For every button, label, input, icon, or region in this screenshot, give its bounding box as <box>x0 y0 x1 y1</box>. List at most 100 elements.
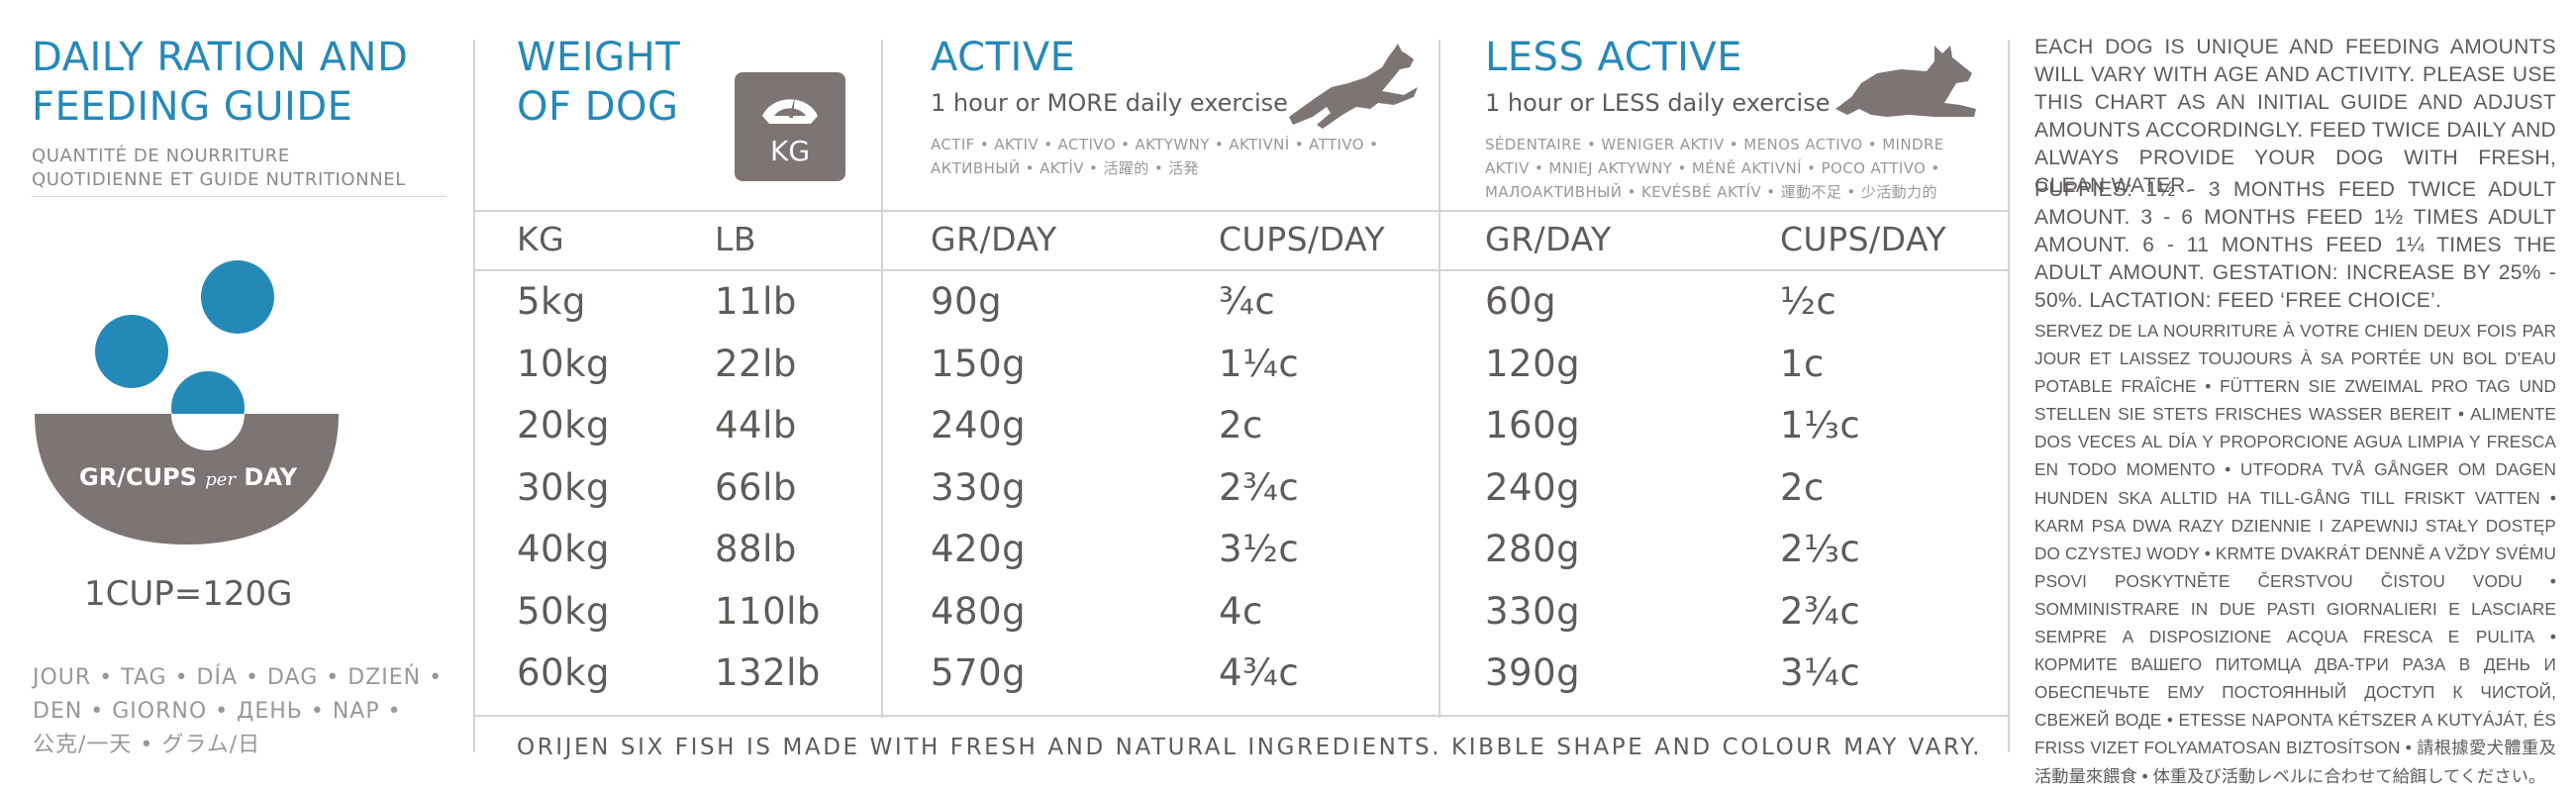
cell-less-cups-day: 2¾c <box>1780 589 1861 633</box>
col-head-less-cups-day: CUPS/DAY <box>1780 220 1947 258</box>
cell-kg: 60kg <box>517 651 610 694</box>
scale-kg-label: KG <box>769 135 811 167</box>
less-active-translations-line-2: AKTIV • MNIEJ AKTYWNY • MÉNĚ AKTIVNÍ • P… <box>1485 159 1940 177</box>
cell-less-cups-day: 2c <box>1780 465 1825 509</box>
cell-kg: 5kg <box>517 280 586 323</box>
active-translations-line-2: АКТИВНЫЙ • AKTÍV • 活躍的 • 活発 <box>931 159 1200 177</box>
cell-less-cups-day: ½c <box>1780 280 1837 323</box>
resting-dog-icon <box>1835 46 1976 117</box>
days-line-3: 公克/一天 • グラム/日 <box>33 733 261 757</box>
cell-lb: 44lb <box>715 404 797 446</box>
divider-left <box>473 40 475 752</box>
cell-active-cups-day: 2c <box>1219 404 1263 446</box>
cell-kg: 10kg <box>517 342 610 385</box>
cup-conversion: 1CUP=120G <box>84 574 293 614</box>
cell-active-gr-day: 420g <box>931 528 1027 570</box>
cell-active-cups-day: 4¾c <box>1219 651 1300 694</box>
cell-active-gr-day: 150g <box>931 342 1027 385</box>
title-line-1: DAILY RATION AND <box>32 35 409 80</box>
cell-active-gr-day: 570g <box>931 651 1027 694</box>
feeding-note-puppies: PUPPIES: 1½ - 3 MONTHS FEED TWICE ADULT … <box>2034 178 2556 312</box>
running-dog-icon <box>1289 44 1418 129</box>
cell-kg: 40kg <box>517 528 610 570</box>
col-head-less-gr-day: GR/DAY <box>1485 220 1612 258</box>
cell-kg: 20kg <box>517 404 610 446</box>
cell-active-cups-day: 4c <box>1219 589 1263 633</box>
cell-less-gr-day: 280g <box>1485 528 1581 570</box>
cell-lb: 66lb <box>715 465 797 509</box>
page-subtitle: QUANTITÉ DE NOURRITURE QUOTIDIENNE ET GU… <box>32 145 446 192</box>
title-underline <box>32 196 446 197</box>
cell-active-gr-day: 90g <box>931 280 1003 323</box>
cell-less-gr-day: 120g <box>1485 342 1581 385</box>
header-rule <box>473 210 2010 212</box>
kibble-circle-3-cutout <box>171 414 245 450</box>
cell-less-gr-day: 330g <box>1485 589 1581 633</box>
cell-less-gr-day: 390g <box>1485 651 1581 694</box>
cell-lb: 88lb <box>715 528 797 570</box>
cell-less-cups-day: 1c <box>1780 342 1825 385</box>
subtitle-line-2: QUOTIDIENNE ET GUIDE NUTRITIONNEL <box>32 169 406 190</box>
active-translations: ACTIF • AKTIV • ACTIVO • AKTYWNY • AKTIV… <box>931 133 1378 180</box>
bowl-icon <box>35 260 339 544</box>
cell-active-gr-day: 480g <box>931 589 1027 633</box>
less-active-title: LESS ACTIVE <box>1485 35 1743 80</box>
feeding-note-main: EACH DOG IS UNIQUE AND FEEDING AMOUNTS W… <box>2034 36 2556 197</box>
kibble-circle-1 <box>201 260 274 334</box>
cell-less-cups-day: 2⅓c <box>1780 528 1861 570</box>
divider-weight-active <box>881 40 883 718</box>
cell-lb: 11lb <box>715 280 797 323</box>
footer-note: ORIJEN SIX FISH IS MADE WITH FRESH AND N… <box>517 735 1982 760</box>
days-translations: JOUR • TAG • DÍA • DAG • DZIEŃ • DEN • G… <box>33 661 443 762</box>
cell-active-cups-day: ¾c <box>1219 280 1276 323</box>
kibble-circle-2 <box>95 315 168 388</box>
col-head-active-cups-day: CUPS/DAY <box>1219 220 1386 258</box>
active-subtitle: 1 hour or MORE daily exercise <box>931 89 1288 117</box>
feeding-note-translations: SERVEZ DE LA NOURRITURE À VOTRE CHIEN DE… <box>2034 321 2556 786</box>
cell-less-gr-day: 60g <box>1485 280 1557 323</box>
cell-lb: 132lb <box>715 651 821 694</box>
divider-right <box>2008 40 2010 752</box>
active-translations-line-1: ACTIF • AKTIV • ACTIVO • AKTYWNY • AKTIV… <box>931 136 1379 153</box>
col-head-lb: LB <box>715 220 757 258</box>
divider-active-less <box>1438 40 1440 718</box>
col-head-active-gr-day: GR/DAY <box>931 220 1057 258</box>
subtitle-line-1: QUANTITÉ DE NOURRITURE <box>32 146 290 166</box>
title-line-2: FEEDING GUIDE <box>32 84 353 130</box>
cell-lb: 110lb <box>715 589 821 633</box>
cell-less-cups-day: 3¼c <box>1780 651 1861 694</box>
column-head-rule <box>473 269 2010 271</box>
scale-icon: KG <box>735 72 845 181</box>
cell-active-cups-day: 1¼c <box>1219 342 1300 385</box>
cell-kg: 50kg <box>517 589 610 633</box>
weight-title-line-2: OF DOG <box>517 84 679 130</box>
weight-title-line-1: WEIGHT <box>517 35 681 80</box>
cell-less-cups-day: 1⅓c <box>1780 404 1861 446</box>
weight-title: WEIGHT OF DOG <box>517 33 680 132</box>
footer-rule <box>473 715 2010 717</box>
bowl-label-per: per <box>205 469 237 490</box>
col-head-kg: KG <box>517 220 565 258</box>
bowl-label-day: DAY <box>244 463 297 491</box>
cell-lb: 22lb <box>715 342 797 385</box>
page-title: DAILY RATION AND FEEDING GUIDE <box>32 33 408 132</box>
bowl-shape <box>35 414 339 544</box>
cell-less-gr-day: 240g <box>1485 465 1581 509</box>
days-line-1: JOUR • TAG • DÍA • DAG • DZIEŃ • <box>33 665 444 690</box>
bowl-label-gr-cups: GR/CUPS <box>79 463 197 491</box>
active-title: ACTIVE <box>931 35 1076 80</box>
less-active-translations-line-1: SÉDENTAIRE • WENIGER AKTIV • MENOS ACTIV… <box>1485 136 1944 153</box>
cell-active-gr-day: 240g <box>931 404 1027 446</box>
less-active-translations: SÉDENTAIRE • WENIGER AKTIV • MENOS ACTIV… <box>1485 133 1944 204</box>
bowl-label: GR/CUPS per DAY <box>35 463 342 491</box>
cell-active-cups-day: 3½c <box>1219 528 1300 570</box>
cell-active-gr-day: 330g <box>931 465 1027 509</box>
cell-kg: 30kg <box>517 465 610 509</box>
less-active-translations-line-3: МАЛОАКТИВНЫЙ • KEVÉSBÉ AKTÍV • 運動不足 • 少活… <box>1485 183 1937 201</box>
scale-dial-icon <box>762 96 818 124</box>
cell-active-cups-day: 2¾c <box>1219 465 1300 509</box>
cell-less-gr-day: 160g <box>1485 404 1581 446</box>
days-line-2: DEN • GIORNO • ДЕНЬ • NAP • <box>33 699 402 724</box>
less-active-subtitle: 1 hour or LESS daily exercise <box>1485 89 1831 117</box>
